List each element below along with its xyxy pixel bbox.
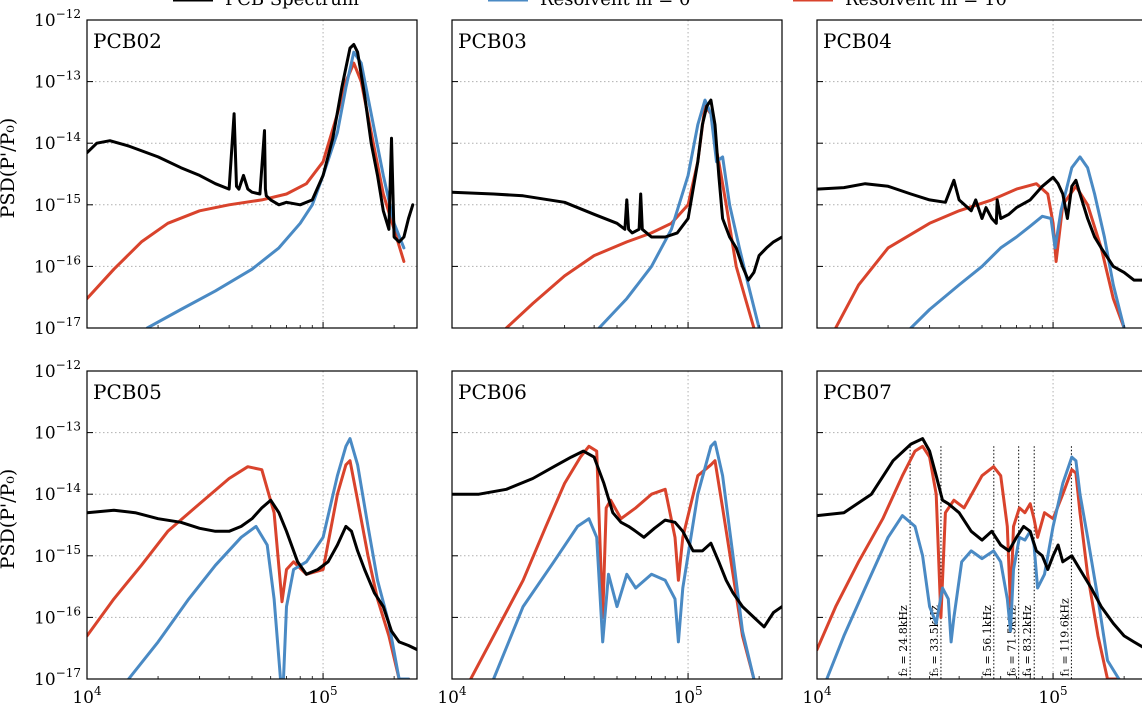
- series-line-resolvent-m10: [469, 444, 756, 679]
- plot-frame: [816, 370, 1142, 680]
- frequency-label: f₁ = 119.6kHz: [1058, 598, 1071, 676]
- series-line-pcb: [87, 43, 415, 244]
- series-line-pcb: [87, 498, 417, 652]
- legend: PCB Spectrum Resolvent m = 0 Resolvent m…: [173, 0, 1007, 10]
- panel-pcb07: f₂ = 24.8kHz f₅ = 33.5kHz f₃ = 56.1kHz f₆ =…: [802, 370, 1142, 708]
- panel-pcb05: 104 105 10−12 10−13 10−14 10−15 10−16 10−17 PCB0…: [34, 358, 418, 708]
- panels: 10−12 10−13 10−14 10−15 10−16 10−17 PCB02 PCB03…: [34, 7, 1142, 708]
- y-tick-label: 10−14: [34, 481, 81, 505]
- series-line-resolvent-m0: [492, 440, 756, 679]
- y-tick-label: 10−15: [34, 543, 81, 567]
- series-line-pcb: [452, 98, 782, 282]
- series-line-resolvent-m10: [817, 444, 1121, 679]
- legend-pcb-spectrum: PCB Spectrum: [225, 0, 359, 10]
- x-tick-label: 104: [802, 684, 832, 708]
- x-tick-label: 105: [673, 684, 702, 708]
- y-tick-label: 10−17: [34, 666, 81, 690]
- y-tick-label: 10−12: [34, 358, 81, 382]
- series-line-resolvent-m10: [87, 459, 410, 679]
- y-axis-label-bottom: PSD(P'/P₀): [0, 469, 19, 570]
- y-tick-label: 10−17: [34, 315, 81, 339]
- series-line-resolvent-m0: [127, 437, 410, 679]
- plot-frame: [86, 19, 418, 329]
- y-tick-label: 10−13: [34, 69, 81, 93]
- frequency-label: f₂ = 24.8kHz: [897, 605, 910, 676]
- legend-resolvent-m10: Resolvent m = 10: [845, 0, 1007, 10]
- series-line-resolvent-m10: [87, 61, 406, 301]
- series-line-resolvent-m0: [909, 155, 1126, 328]
- panel-pcb03: PCB03: [451, 19, 783, 329]
- panel-label: PCB02: [93, 29, 162, 53]
- panel-label: PCB04: [823, 29, 892, 53]
- y-tick-label: 10−15: [34, 192, 81, 216]
- x-tick-label: 104: [437, 684, 467, 708]
- plot-frame: [451, 370, 783, 680]
- panel-label: PCB03: [458, 29, 527, 53]
- x-tick-label: 105: [308, 684, 337, 708]
- plot-frame: [816, 19, 1142, 329]
- y-tick-label: 10−14: [34, 130, 81, 154]
- panel-label: PCB05: [93, 380, 162, 404]
- panel-pcb02: 10−12 10−13 10−14 10−15 10−16 10−17 PCB02: [34, 7, 418, 339]
- series-line-resolvent-m10: [834, 182, 1126, 328]
- y-tick-label: 10−16: [34, 604, 81, 628]
- series-line-pcb: [817, 437, 1142, 649]
- panel-label: PCB07: [823, 380, 892, 404]
- y-tick-label: 10−16: [34, 253, 81, 277]
- series-line-pcb: [817, 175, 1142, 282]
- panel-pcb04: PCB04: [816, 19, 1142, 329]
- y-tick-label: 10−13: [34, 420, 81, 444]
- panel-label: PCB06: [458, 380, 527, 404]
- frequency-label: f₃ = 56.1kHz: [981, 605, 994, 676]
- panel-pcb06: 104 105 PCB06: [437, 370, 783, 708]
- frequency-label: f₄ = 83.2kHz: [1021, 605, 1034, 676]
- plot-frame: [451, 19, 783, 329]
- series-line-pcb: [452, 449, 782, 629]
- x-tick-label: 105: [1038, 684, 1067, 708]
- series-line-resolvent-m0: [825, 455, 1121, 679]
- y-tick-label: 10−12: [34, 7, 81, 31]
- x-tick-label: 104: [72, 684, 102, 708]
- y-axis-label-top: PSD(P'/P₀): [0, 118, 19, 219]
- legend-resolvent-m0: Resolvent m = 0: [540, 0, 690, 10]
